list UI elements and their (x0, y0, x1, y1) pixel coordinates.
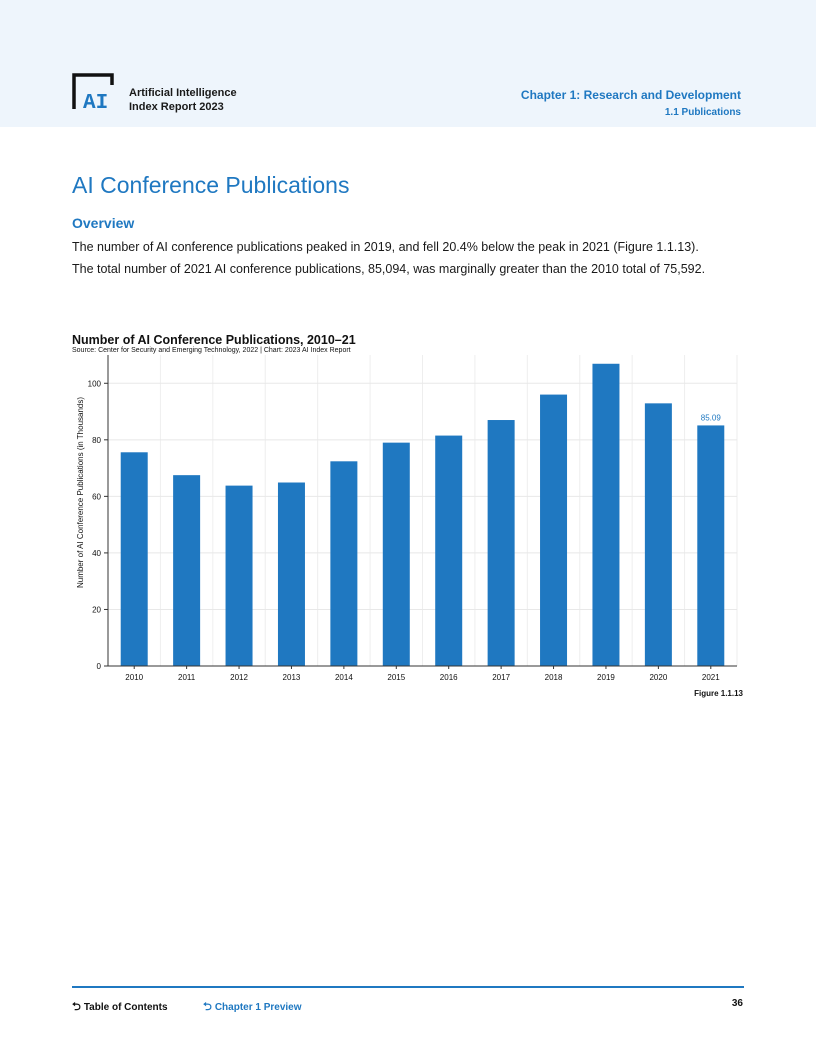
x-tick-label: 2016 (440, 673, 458, 682)
x-tick-label: 2017 (492, 673, 510, 682)
bar-2012 (225, 485, 253, 666)
toc-label: Table of Contents (83, 1002, 168, 1013)
x-tick-label: 2018 (545, 673, 563, 682)
svg-text:AI: AI (83, 92, 108, 111)
bar-2011 (173, 475, 201, 666)
x-tick-label: 2020 (649, 673, 667, 682)
report-name-line-1: Artificial Intelligence (129, 87, 237, 99)
figure-label: Figure 1.1.13 (694, 689, 743, 698)
bar-2020 (644, 403, 672, 666)
x-tick-label: 2015 (387, 673, 405, 682)
y-tick-label: 60 (92, 492, 101, 501)
data-label-2021: 85.09 (701, 413, 722, 422)
page-number: 36 (731, 998, 743, 1009)
x-tick-label: 2013 (283, 673, 301, 682)
bar-2017 (487, 420, 515, 666)
paragraph-line-1: The number of AI conference publications… (72, 240, 699, 254)
y-tick-label: 100 (88, 379, 102, 388)
return-arrow-icon: ⮌ (72, 1001, 81, 1013)
y-tick-label: 80 (92, 436, 101, 445)
x-tick-label: 2010 (125, 673, 143, 682)
x-tick-label: 2021 (702, 673, 720, 682)
page-title: AI Conference Publications (72, 172, 350, 198)
preview-label: Chapter 1 Preview (214, 1002, 302, 1013)
bar-chart: 0 20 40 60 80 100 2010 2011 2012 2013 2014 2015 2016… (76, 355, 738, 682)
section-title[interactable]: 1.1 Publications (664, 107, 741, 118)
bar-2019 (592, 363, 620, 666)
chapter-title[interactable]: Chapter 1: Research and Development (520, 88, 741, 102)
footer-rule (72, 986, 744, 988)
bar-2021 (697, 425, 725, 666)
chapter-preview-link[interactable]: ⮌ Chapter 1 Preview (203, 998, 302, 1017)
x-tick-label: 2019 (597, 673, 615, 682)
chart-title: Number of AI Conference Publications, 20… (72, 333, 356, 347)
x-tick-label: 2011 (178, 673, 196, 682)
bar-2015 (382, 442, 410, 666)
chart-source: Source: Center for Security and Emerging… (72, 347, 351, 354)
ai-index-logo: AI (72, 73, 114, 111)
y-axis-label: Number of AI Conference Publications (in… (76, 397, 85, 588)
bar-2014 (330, 461, 358, 666)
y-tick-label: 0 (97, 662, 102, 671)
paragraph-line-2: The total number of 2021 AI conference p… (72, 262, 706, 276)
return-arrow-icon: ⮌ (203, 1001, 212, 1013)
bar-2013 (277, 482, 305, 666)
bar-2018 (540, 394, 568, 666)
y-tick-label: 20 (92, 605, 101, 614)
header-band (0, 0, 816, 127)
bar-2016 (435, 435, 463, 666)
report-name: Artificial Intelligence Index Report 202… (129, 86, 237, 114)
overview-paragraph: The number of AI conference publications… (72, 236, 762, 280)
x-tick-label: 2014 (335, 673, 353, 682)
table-of-contents-link[interactable]: ⮌ Table of Contents (72, 998, 168, 1017)
x-tick-label: 2012 (230, 673, 248, 682)
y-tick-label: 40 (92, 549, 101, 558)
bar-2010 (120, 452, 148, 666)
report-name-line-2: Index Report 2023 (129, 101, 224, 113)
overview-heading: Overview (72, 215, 135, 231)
chapter-breadcrumb: Chapter 1: Research and Development 1.1 … (521, 88, 741, 120)
